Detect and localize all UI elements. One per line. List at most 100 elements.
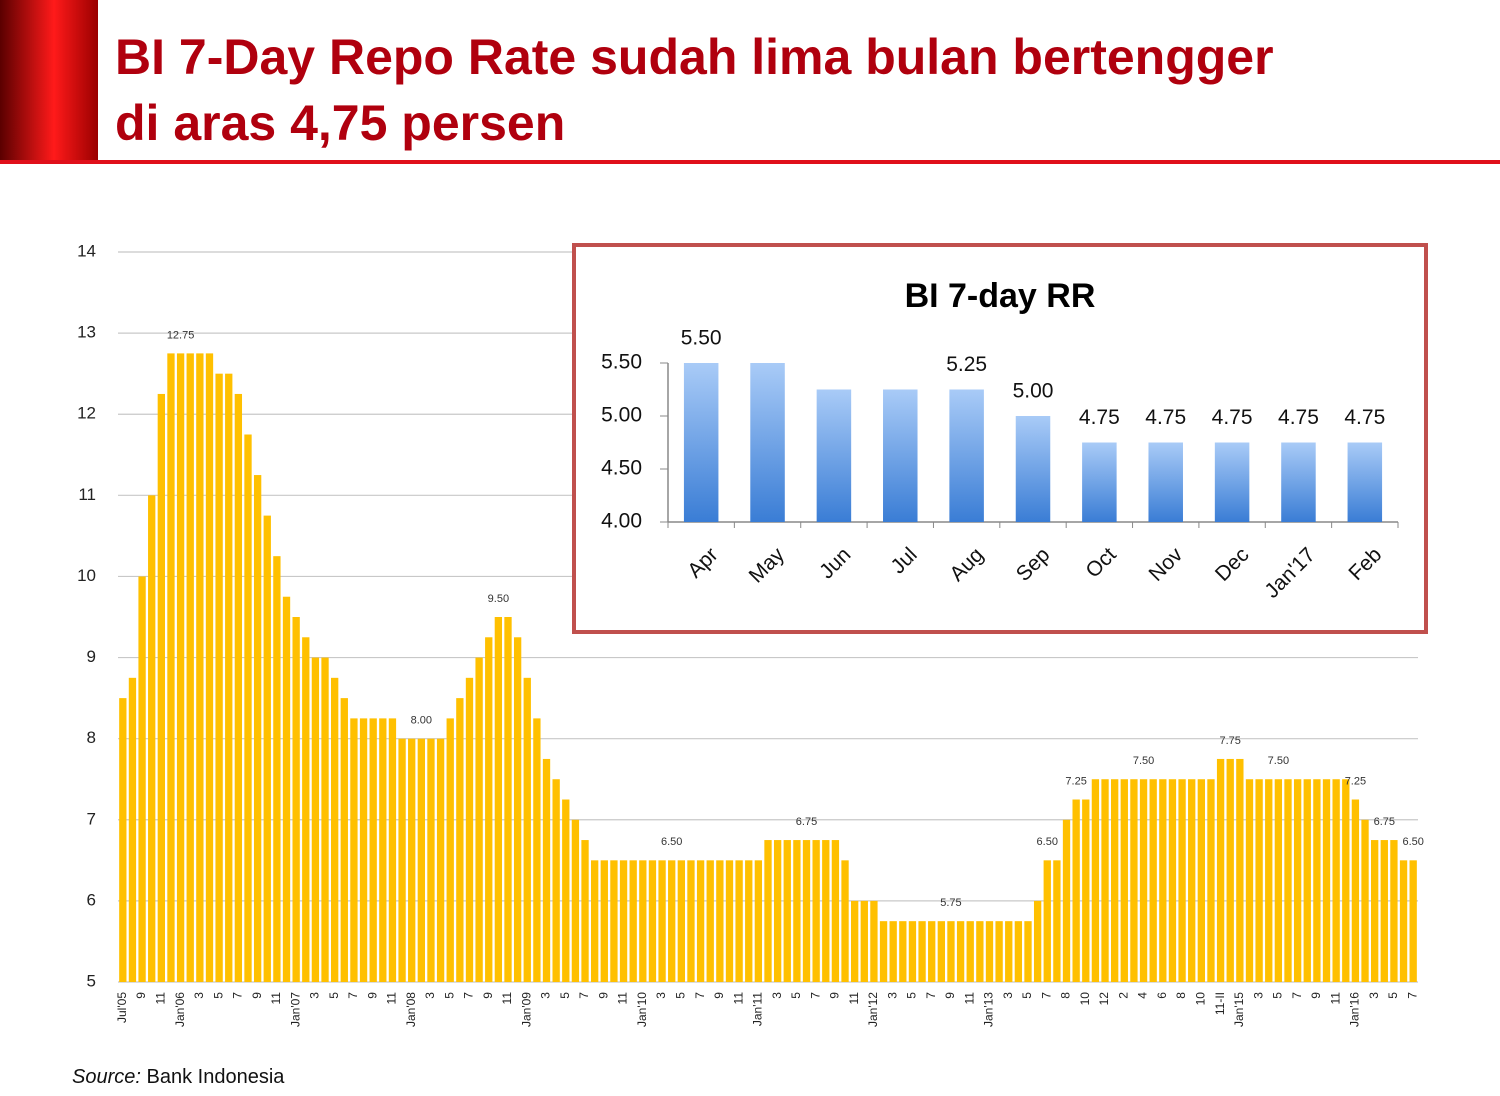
x-tick-label: 5 (905, 992, 919, 999)
header-rule (0, 160, 1500, 164)
y-tick-label: 7 (87, 809, 96, 828)
value-label: 4.75 (1212, 406, 1253, 429)
bar (398, 738, 406, 982)
x-tick-label: 9 (250, 992, 264, 999)
bar (687, 860, 695, 982)
inset-title: BI 7-day RR (905, 277, 1096, 315)
bar (523, 677, 531, 982)
x-tick-label: 7 (924, 992, 938, 999)
bar (427, 738, 435, 982)
y-tick-label: 13 (77, 323, 96, 342)
x-tick-label: 11 (269, 992, 283, 1005)
bar (658, 860, 666, 982)
value-label: 6.50 (1037, 836, 1058, 848)
source-text: Bank Indonesia (147, 1066, 286, 1088)
y-tick-label: 5.00 (601, 404, 642, 427)
x-tick-label: 3 (1001, 992, 1015, 999)
bar (754, 860, 763, 982)
bar (417, 738, 425, 982)
x-tick-label: Jan'15 (1232, 992, 1246, 1027)
y-tick-label: 12 (77, 404, 96, 423)
bar (976, 921, 984, 982)
x-tick-label: 9 (481, 992, 495, 999)
bar (138, 576, 146, 982)
bar (253, 475, 262, 982)
x-tick-label: 9 (712, 992, 726, 999)
bar (128, 677, 137, 982)
bar (619, 860, 628, 982)
bar (465, 677, 474, 982)
bar (1390, 840, 1398, 982)
bar (773, 840, 782, 982)
x-tick-label: 3 (192, 992, 206, 999)
y-tick-label: 10 (77, 566, 96, 585)
bar (234, 393, 243, 982)
x-tick-label: 7 (693, 992, 707, 999)
bar (157, 393, 165, 982)
bar (1216, 758, 1225, 982)
bar (889, 921, 897, 982)
bar (639, 860, 647, 982)
x-tick-label: 12 (1097, 992, 1111, 1006)
bar (1005, 921, 1013, 982)
x-tick-label: Jan'07 (288, 992, 302, 1027)
bar (302, 637, 310, 982)
x-tick-label: 11 (962, 992, 976, 1005)
x-tick-label: 11 (731, 992, 745, 1005)
bar (1351, 799, 1360, 982)
inset-frame (572, 243, 1428, 634)
x-tick-label: 3 (1251, 992, 1265, 999)
bar (311, 657, 320, 982)
bar (1281, 442, 1316, 522)
x-tick-label: 5 (558, 992, 572, 999)
bar (908, 921, 917, 982)
bar (995, 921, 1003, 982)
bar (1347, 442, 1383, 522)
bar (1101, 779, 1109, 982)
value-label: 8.00 (411, 715, 432, 727)
bar (860, 900, 868, 982)
bar (1139, 779, 1148, 982)
bar (1265, 779, 1273, 982)
bar (831, 840, 840, 982)
value-label: 9.50 (488, 593, 509, 605)
x-tick-label: 7 (1039, 992, 1053, 999)
x-tick-label: 5 (327, 992, 341, 999)
bar (1293, 779, 1302, 982)
bar (1033, 900, 1042, 982)
bar (504, 617, 512, 982)
bar (793, 840, 801, 982)
bar (148, 495, 156, 982)
bar (1332, 779, 1340, 982)
y-tick-label: 6 (87, 890, 96, 909)
value-label: 12.75 (167, 329, 195, 341)
value-label: 4.75 (1278, 406, 1319, 429)
bar (716, 860, 724, 982)
bar (408, 738, 416, 982)
bar (1207, 779, 1215, 982)
bar (947, 921, 955, 982)
bar (321, 657, 329, 982)
y-tick-label: 5.50 (601, 351, 642, 374)
bar (677, 860, 685, 982)
bar (1082, 442, 1117, 522)
x-tick-label: 4 (1136, 992, 1150, 999)
bar (1197, 779, 1205, 982)
bar (1072, 799, 1080, 982)
value-label: 5.75 (940, 897, 961, 909)
bar (956, 921, 965, 982)
bar (340, 698, 348, 982)
x-tick-label: 3 (423, 992, 437, 999)
bar (359, 718, 368, 982)
side-banner (0, 0, 98, 162)
bar (581, 840, 589, 982)
bar (1111, 779, 1119, 982)
bar (446, 718, 454, 982)
bar (591, 860, 599, 982)
bar (1255, 779, 1263, 982)
bar (273, 556, 281, 982)
x-tick-label: 5 (789, 992, 803, 999)
bar (735, 860, 743, 982)
bar (841, 860, 849, 982)
bar (750, 363, 785, 522)
